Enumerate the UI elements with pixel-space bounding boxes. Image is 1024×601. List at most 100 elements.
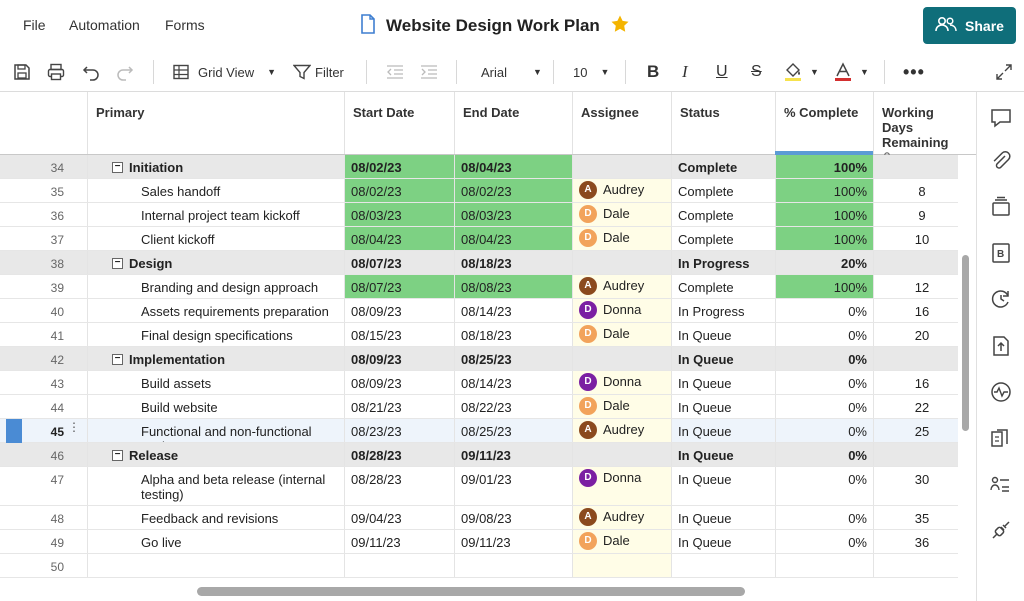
favorite-star-icon[interactable]	[610, 14, 630, 39]
percent-complete-cell[interactable]: 100%	[775, 275, 873, 298]
expand-icon[interactable]	[996, 60, 1012, 84]
attachments-icon[interactable]	[989, 150, 1013, 174]
column-header-primary[interactable]: Primary	[87, 92, 344, 154]
row-number[interactable]: 35	[50, 185, 64, 199]
status-cell[interactable]: Complete	[671, 203, 775, 226]
start-date-cell[interactable]: 08/04/23	[344, 227, 454, 250]
percent-complete-cell[interactable]: 0%	[775, 530, 873, 553]
row-number[interactable]: 50	[50, 560, 64, 574]
percent-complete-cell[interactable]: 0%	[775, 467, 873, 505]
table-row[interactable]: 36 Internal project team kickoff 08/03/23 0…	[0, 203, 958, 227]
row-number[interactable]: 44	[50, 401, 64, 415]
status-cell[interactable]: In Queue	[671, 347, 775, 370]
connections-icon[interactable]	[989, 518, 1013, 542]
assignee-cell[interactable]: A Audrey	[572, 275, 671, 298]
start-date-cell[interactable]: 08/28/23	[344, 443, 454, 466]
assignee-cell[interactable]	[572, 347, 671, 370]
save-icon[interactable]	[13, 60, 31, 84]
end-date-cell[interactable]	[454, 554, 572, 577]
brandfolder-icon[interactable]: B	[989, 241, 1013, 265]
start-date-cell[interactable]: 08/15/23	[344, 323, 454, 346]
percent-complete-cell[interactable]	[775, 554, 873, 577]
end-date-cell[interactable]: 08/14/23	[454, 371, 572, 394]
end-date-cell[interactable]: 08/18/23	[454, 251, 572, 274]
start-date-cell[interactable]: 09/11/23	[344, 530, 454, 553]
text-color-button[interactable]: ▼	[834, 60, 869, 84]
more-options-icon[interactable]: •••	[903, 61, 925, 82]
end-date-cell[interactable]: 08/14/23	[454, 299, 572, 322]
menu-automation[interactable]: Automation	[69, 17, 140, 33]
percent-complete-cell[interactable]: 100%	[775, 155, 873, 178]
start-date-cell[interactable]: 08/21/23	[344, 395, 454, 418]
status-cell[interactable]: Complete	[671, 275, 775, 298]
column-header-working-days[interactable]: Working Days Remaining	[873, 92, 976, 164]
column-header-status[interactable]: Status	[671, 92, 775, 154]
end-date-cell[interactable]: 08/04/23	[454, 155, 572, 178]
underline-icon[interactable]: U	[716, 63, 728, 80]
percent-complete-cell[interactable]: 100%	[775, 227, 873, 250]
table-row[interactable]: 44 Build website 08/21/23 08/22/23 D Dale In Q…	[0, 395, 958, 419]
row-number[interactable]: 38	[50, 257, 64, 271]
assignee-cell[interactable]: D Dale	[572, 395, 671, 418]
column-header-start-date[interactable]: Start Date	[344, 92, 454, 154]
status-cell[interactable]: Complete	[671, 155, 775, 178]
assignee-cell[interactable]	[572, 554, 671, 577]
end-date-cell[interactable]: 08/25/23	[454, 347, 572, 370]
primary-cell[interactable]: Assets requirements preparation	[87, 299, 344, 322]
column-header-percent-complete[interactable]: % Complete	[775, 92, 873, 154]
assignee-cell[interactable]: A Audrey	[572, 419, 671, 442]
start-date-cell[interactable]: 08/02/23	[344, 155, 454, 178]
end-date-cell[interactable]: 08/18/23	[454, 323, 572, 346]
start-date-cell[interactable]: 08/28/23	[344, 467, 454, 505]
primary-cell[interactable]: − Release	[87, 443, 344, 466]
document-title[interactable]: Website Design Work Plan	[386, 16, 600, 35]
table-row[interactable]: 47 Alpha and beta release (internal testi…	[0, 467, 958, 506]
status-cell[interactable]: Complete	[671, 179, 775, 202]
percent-complete-cell[interactable]: 0%	[775, 347, 873, 370]
row-number[interactable]: 40	[50, 305, 64, 319]
row-number[interactable]: 36	[50, 209, 64, 223]
status-cell[interactable]: Complete	[671, 227, 775, 250]
status-cell[interactable]: In Queue	[671, 467, 775, 505]
percent-complete-cell[interactable]: 0%	[775, 371, 873, 394]
parent-row[interactable]: 34− Initiation 08/02/23 08/04/23 Complete 100…	[0, 155, 958, 179]
collapse-icon[interactable]: −	[112, 354, 123, 366]
row-number[interactable]: 41	[50, 329, 64, 343]
row-number[interactable]: 42	[50, 353, 64, 367]
percent-complete-cell[interactable]: 0%	[775, 506, 873, 529]
table-row[interactable]: 39 Branding and design approach 08/07/23 08…	[0, 275, 958, 299]
primary-cell[interactable]: Client kickoff	[87, 227, 344, 250]
primary-cell[interactable]: Build assets	[87, 371, 344, 394]
status-cell[interactable]	[671, 554, 775, 577]
primary-cell[interactable]: Internal project team kickoff	[87, 203, 344, 226]
collapse-icon[interactable]: −	[112, 162, 123, 174]
status-cell[interactable]: In Queue	[671, 419, 775, 442]
start-date-cell[interactable]	[344, 554, 454, 577]
primary-cell[interactable]: − Design	[87, 251, 344, 274]
table-row[interactable]: 48 Feedback and revisions 09/04/23 09/08/23…	[0, 506, 958, 530]
proofs-icon[interactable]	[989, 426, 1013, 450]
primary-cell[interactable]	[87, 554, 344, 577]
status-cell[interactable]: In Queue	[671, 530, 775, 553]
row-number[interactable]: 39	[50, 281, 64, 295]
percent-complete-cell[interactable]: 0%	[775, 395, 873, 418]
comments-icon[interactable]	[989, 106, 1013, 130]
assignee-cell[interactable]: D Donna	[572, 371, 671, 394]
assignee-cell[interactable]	[572, 155, 671, 178]
row-number[interactable]: 47	[50, 473, 64, 487]
start-date-cell[interactable]: 08/09/23	[344, 371, 454, 394]
primary-cell[interactable]: Final design specifications	[87, 323, 344, 346]
filter-button[interactable]: Filter	[293, 60, 344, 84]
column-header-end-date[interactable]: End Date	[454, 92, 572, 154]
summary-icon[interactable]	[989, 195, 1013, 219]
end-date-cell[interactable]: 09/11/23	[454, 530, 572, 553]
status-cell[interactable]: In Progress	[671, 251, 775, 274]
row-number[interactable]: 34	[50, 161, 64, 175]
primary-cell[interactable]: Sales handoff	[87, 179, 344, 202]
table-row[interactable]: 50	[0, 554, 958, 578]
start-date-cell[interactable]: 08/09/23	[344, 347, 454, 370]
end-date-cell[interactable]: 08/04/23	[454, 227, 572, 250]
table-row[interactable]: 43 Build assets 08/09/23 08/14/23 D Donna In Q…	[0, 371, 958, 395]
table-row[interactable]: 35 Sales handoff 08/02/23 08/02/23 A Audrey Co…	[0, 179, 958, 203]
table-row[interactable]: 41 Final design specifications 08/15/23 08/…	[0, 323, 958, 347]
